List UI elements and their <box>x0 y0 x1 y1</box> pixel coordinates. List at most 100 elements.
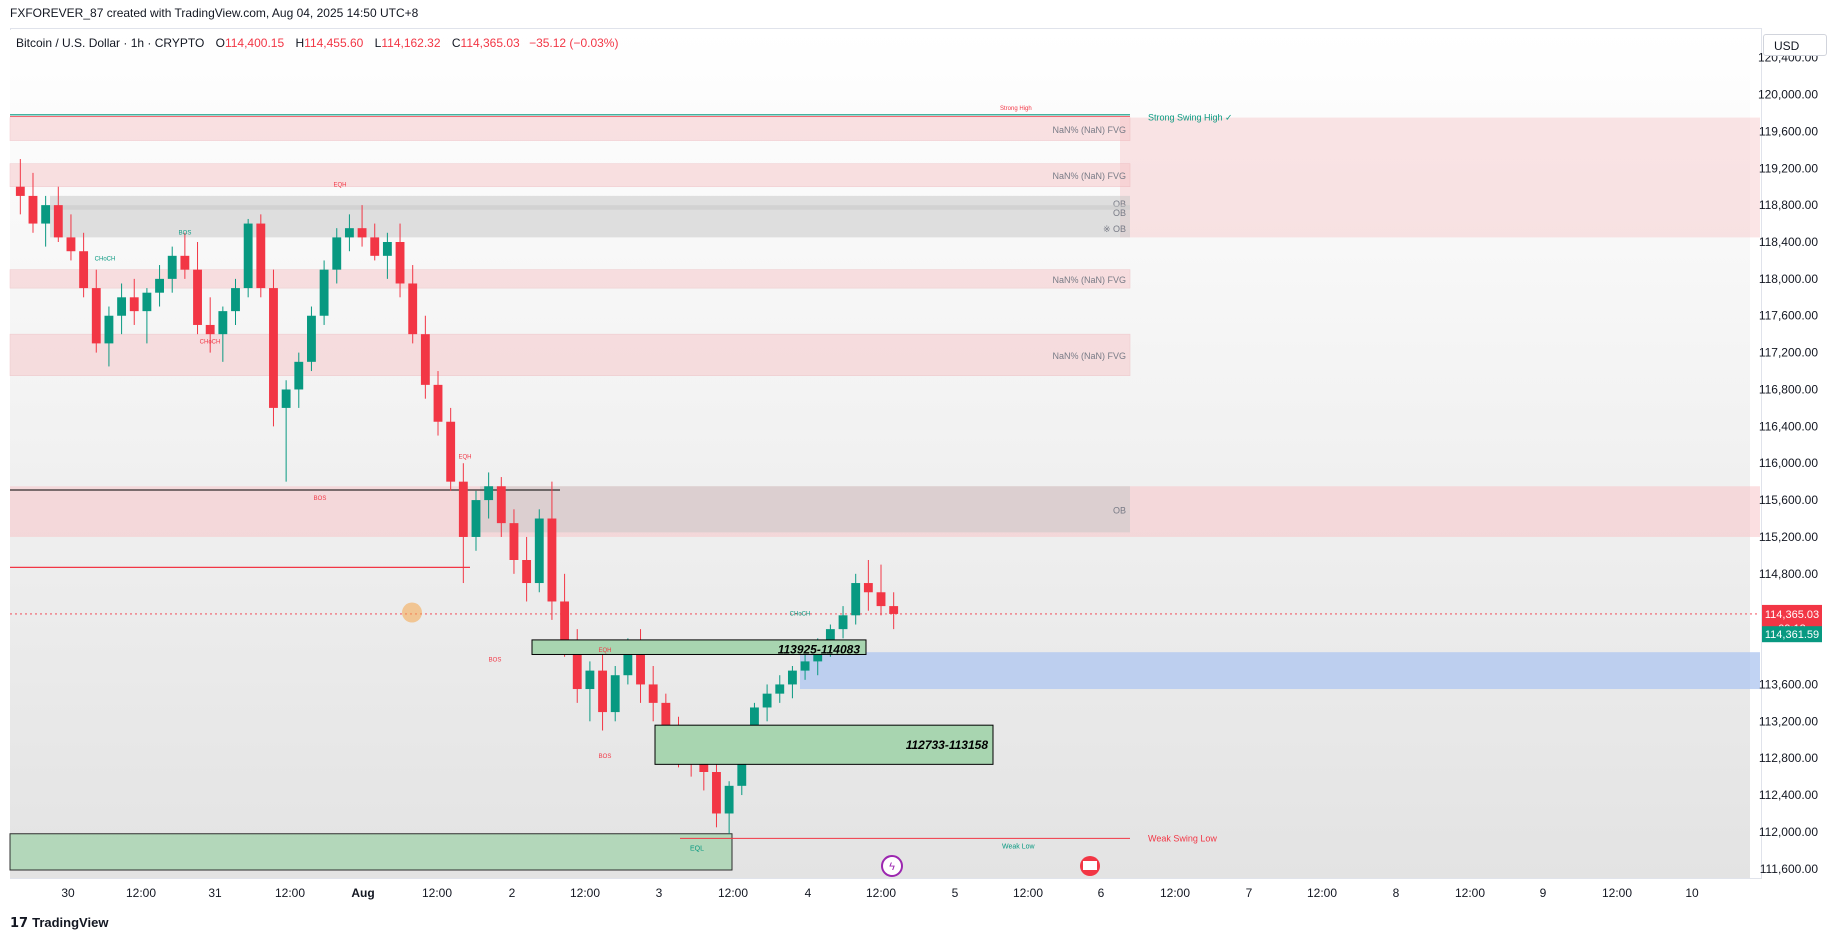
open-label: O <box>215 36 225 50</box>
x-tick-label: 9 <box>1540 886 1547 900</box>
candle-body <box>269 288 278 408</box>
candle-body <box>534 518 544 584</box>
zone-label-1: NaN% (NaN) FVG <box>1052 171 1126 181</box>
bid-price-text: 114,361.59 <box>1765 629 1819 641</box>
candle-body <box>370 237 380 256</box>
us-flag-stripe <box>1083 861 1097 870</box>
zone-label-0: NaN% (NaN) FVG <box>1052 125 1126 135</box>
candle-body <box>522 560 532 584</box>
y-tick-label: 115,600.00 <box>1759 493 1818 507</box>
x-tick-label: 12:00 <box>1455 886 1485 900</box>
y-tick-label: 116,400.00 <box>1759 419 1818 433</box>
candle-body <box>281 389 291 408</box>
y-tick-label: 112,400.00 <box>1759 788 1818 802</box>
tradingview-footer[interactable]: 𝟭𝟳 TradingView <box>10 915 108 931</box>
candle-body <box>66 237 76 252</box>
candle-body <box>117 297 127 316</box>
eqh-label-2: EQH <box>598 648 611 654</box>
candle-body <box>496 486 506 524</box>
candle-body <box>648 684 658 703</box>
candle-body <box>155 278 164 293</box>
low-label: L <box>374 36 382 50</box>
candle-body <box>256 223 266 289</box>
x-tick-label: 12:00 <box>422 886 452 900</box>
candle-body <box>484 486 494 501</box>
candle-body <box>699 758 709 772</box>
candle-body <box>319 269 329 316</box>
candle-body <box>572 642 582 690</box>
zone-3 <box>50 205 1130 219</box>
x-tick-label: 7 <box>1246 886 1253 900</box>
weak-low-zone <box>9 833 733 871</box>
y-tick-label: 119,200.00 <box>1759 161 1818 175</box>
premium-zone <box>1120 117 1760 238</box>
open-value: 114,400.15 <box>224 36 285 50</box>
candle-body <box>446 421 456 482</box>
candle-body <box>205 324 215 335</box>
candle-body <box>79 251 89 289</box>
zone-1 <box>9 163 1131 187</box>
y-tick-label: 116,800.00 <box>1759 382 1818 396</box>
box1-label: 113925-114083 <box>778 642 861 656</box>
candle-body <box>585 670 595 690</box>
bos-label-3: BOS <box>179 231 192 237</box>
candle-body <box>382 242 392 256</box>
choch-label-1: CHoCH <box>200 339 221 345</box>
weak-swing-low-label: Weak Swing Low <box>1148 833 1217 843</box>
zone-label-6: NaN% (NaN) FVG <box>1052 351 1126 361</box>
candle-body <box>724 785 734 814</box>
zone-label-3: OB <box>1113 208 1126 218</box>
candle-body <box>509 523 519 560</box>
y-tick-label: 118,000.00 <box>1759 272 1818 286</box>
symbol-label: Bitcoin / U.S. Dollar · 1h · CRYPTO <box>16 36 205 50</box>
x-tick-label: 6 <box>1098 886 1105 900</box>
candle-body <box>142 292 152 312</box>
x-tick-label: 31 <box>208 886 222 900</box>
y-tick-label: 118,400.00 <box>1759 235 1818 249</box>
zone-label-4: ※ OB <box>1103 224 1126 234</box>
candle-body <box>395 242 405 284</box>
candle-body <box>231 288 240 312</box>
candle-body <box>104 315 114 344</box>
candle-body <box>737 744 747 786</box>
candle-body <box>560 601 570 643</box>
candle-body <box>307 315 316 362</box>
currency-button[interactable]: USD <box>1763 34 1827 56</box>
x-tick-label: 12:00 <box>1307 886 1337 900</box>
candle-body <box>243 223 253 289</box>
candle-body <box>825 629 835 643</box>
candle-body <box>598 670 607 713</box>
candle-body <box>458 481 468 537</box>
box2-label: 112733-113158 <box>906 738 989 752</box>
y-tick-label: 113,600.00 <box>1759 677 1818 691</box>
candle-body <box>863 583 873 593</box>
x-tick-label: 12:00 <box>866 886 896 900</box>
candle-body <box>41 205 51 224</box>
y-tick-label: 112,800.00 <box>1759 751 1818 765</box>
candle-body <box>15 186 25 196</box>
eqh-label-0: EQH <box>333 183 346 189</box>
candle-body <box>433 384 443 422</box>
zone-6 <box>9 333 1131 376</box>
x-tick-label: 12:00 <box>126 886 156 900</box>
candle-body <box>420 334 430 385</box>
candle-body <box>471 500 481 537</box>
lightning-glyph: ϟ <box>889 861 895 873</box>
candle-body <box>661 702 671 731</box>
candle-body <box>344 228 354 238</box>
y-tick-label: 111,600.00 <box>1760 862 1819 876</box>
candle-body <box>800 661 810 671</box>
x-tick-label: 3 <box>656 886 663 900</box>
candle-body <box>889 606 899 614</box>
zone-5 <box>9 269 1131 289</box>
zone-0 <box>9 117 1131 141</box>
box-112733-113158 <box>654 724 994 765</box>
zone-7 <box>480 486 1130 533</box>
y-tick-label: 117,600.00 <box>1759 309 1818 323</box>
candle-body <box>636 647 645 685</box>
low-value: 114,162.32 <box>381 36 441 50</box>
x-tick-label: 2 <box>509 886 516 900</box>
change-value: −35.12 (−0.03%) <box>529 36 619 50</box>
candle-body <box>876 592 886 607</box>
